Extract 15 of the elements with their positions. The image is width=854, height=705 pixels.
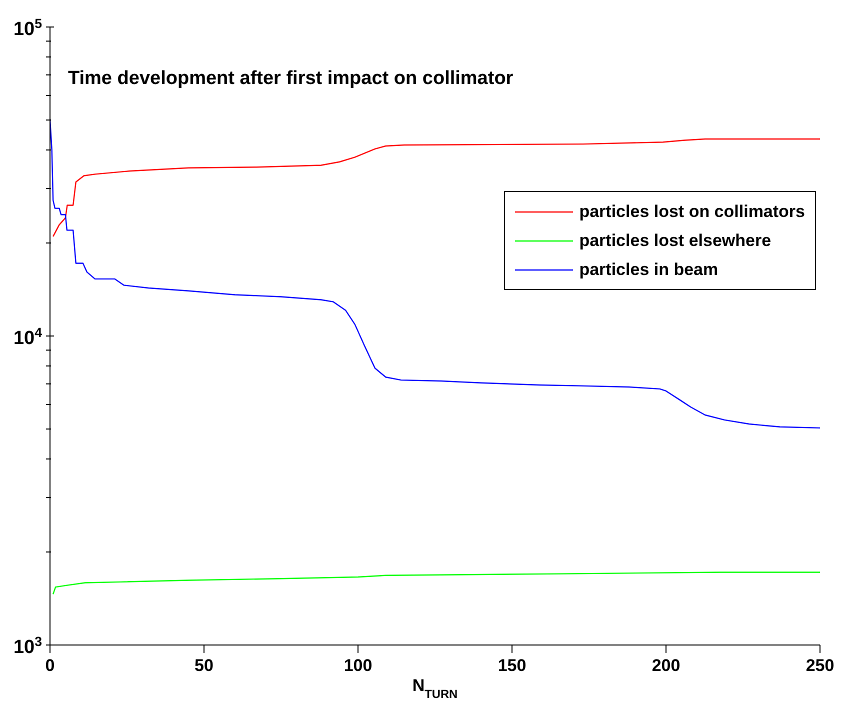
x-tick-label: 250 (806, 656, 834, 676)
x-tick-label: 0 (45, 656, 55, 676)
y-tick-label: 10$^{3}$ (13, 634, 42, 658)
y-tick-label: 10$^{5}$ (13, 16, 43, 40)
legend-label: particles lost elsewhere (579, 230, 772, 250)
x-tick-label: 200 (652, 656, 680, 676)
text: Time development after first impact on collimator (68, 68, 514, 89)
x-tick-label: 50 (194, 656, 214, 676)
x-tick-label: 100 (344, 656, 372, 676)
legend-label: particles in beam (579, 260, 718, 280)
x-tick-label: 150 (498, 656, 526, 676)
line-series (52, 572, 820, 595)
x-axis-title: N$_{TURN}$ (412, 676, 458, 701)
y-tick-label: 10$^{4}$ (13, 324, 43, 349)
legend-label: particles lost on collimators (579, 202, 805, 222)
